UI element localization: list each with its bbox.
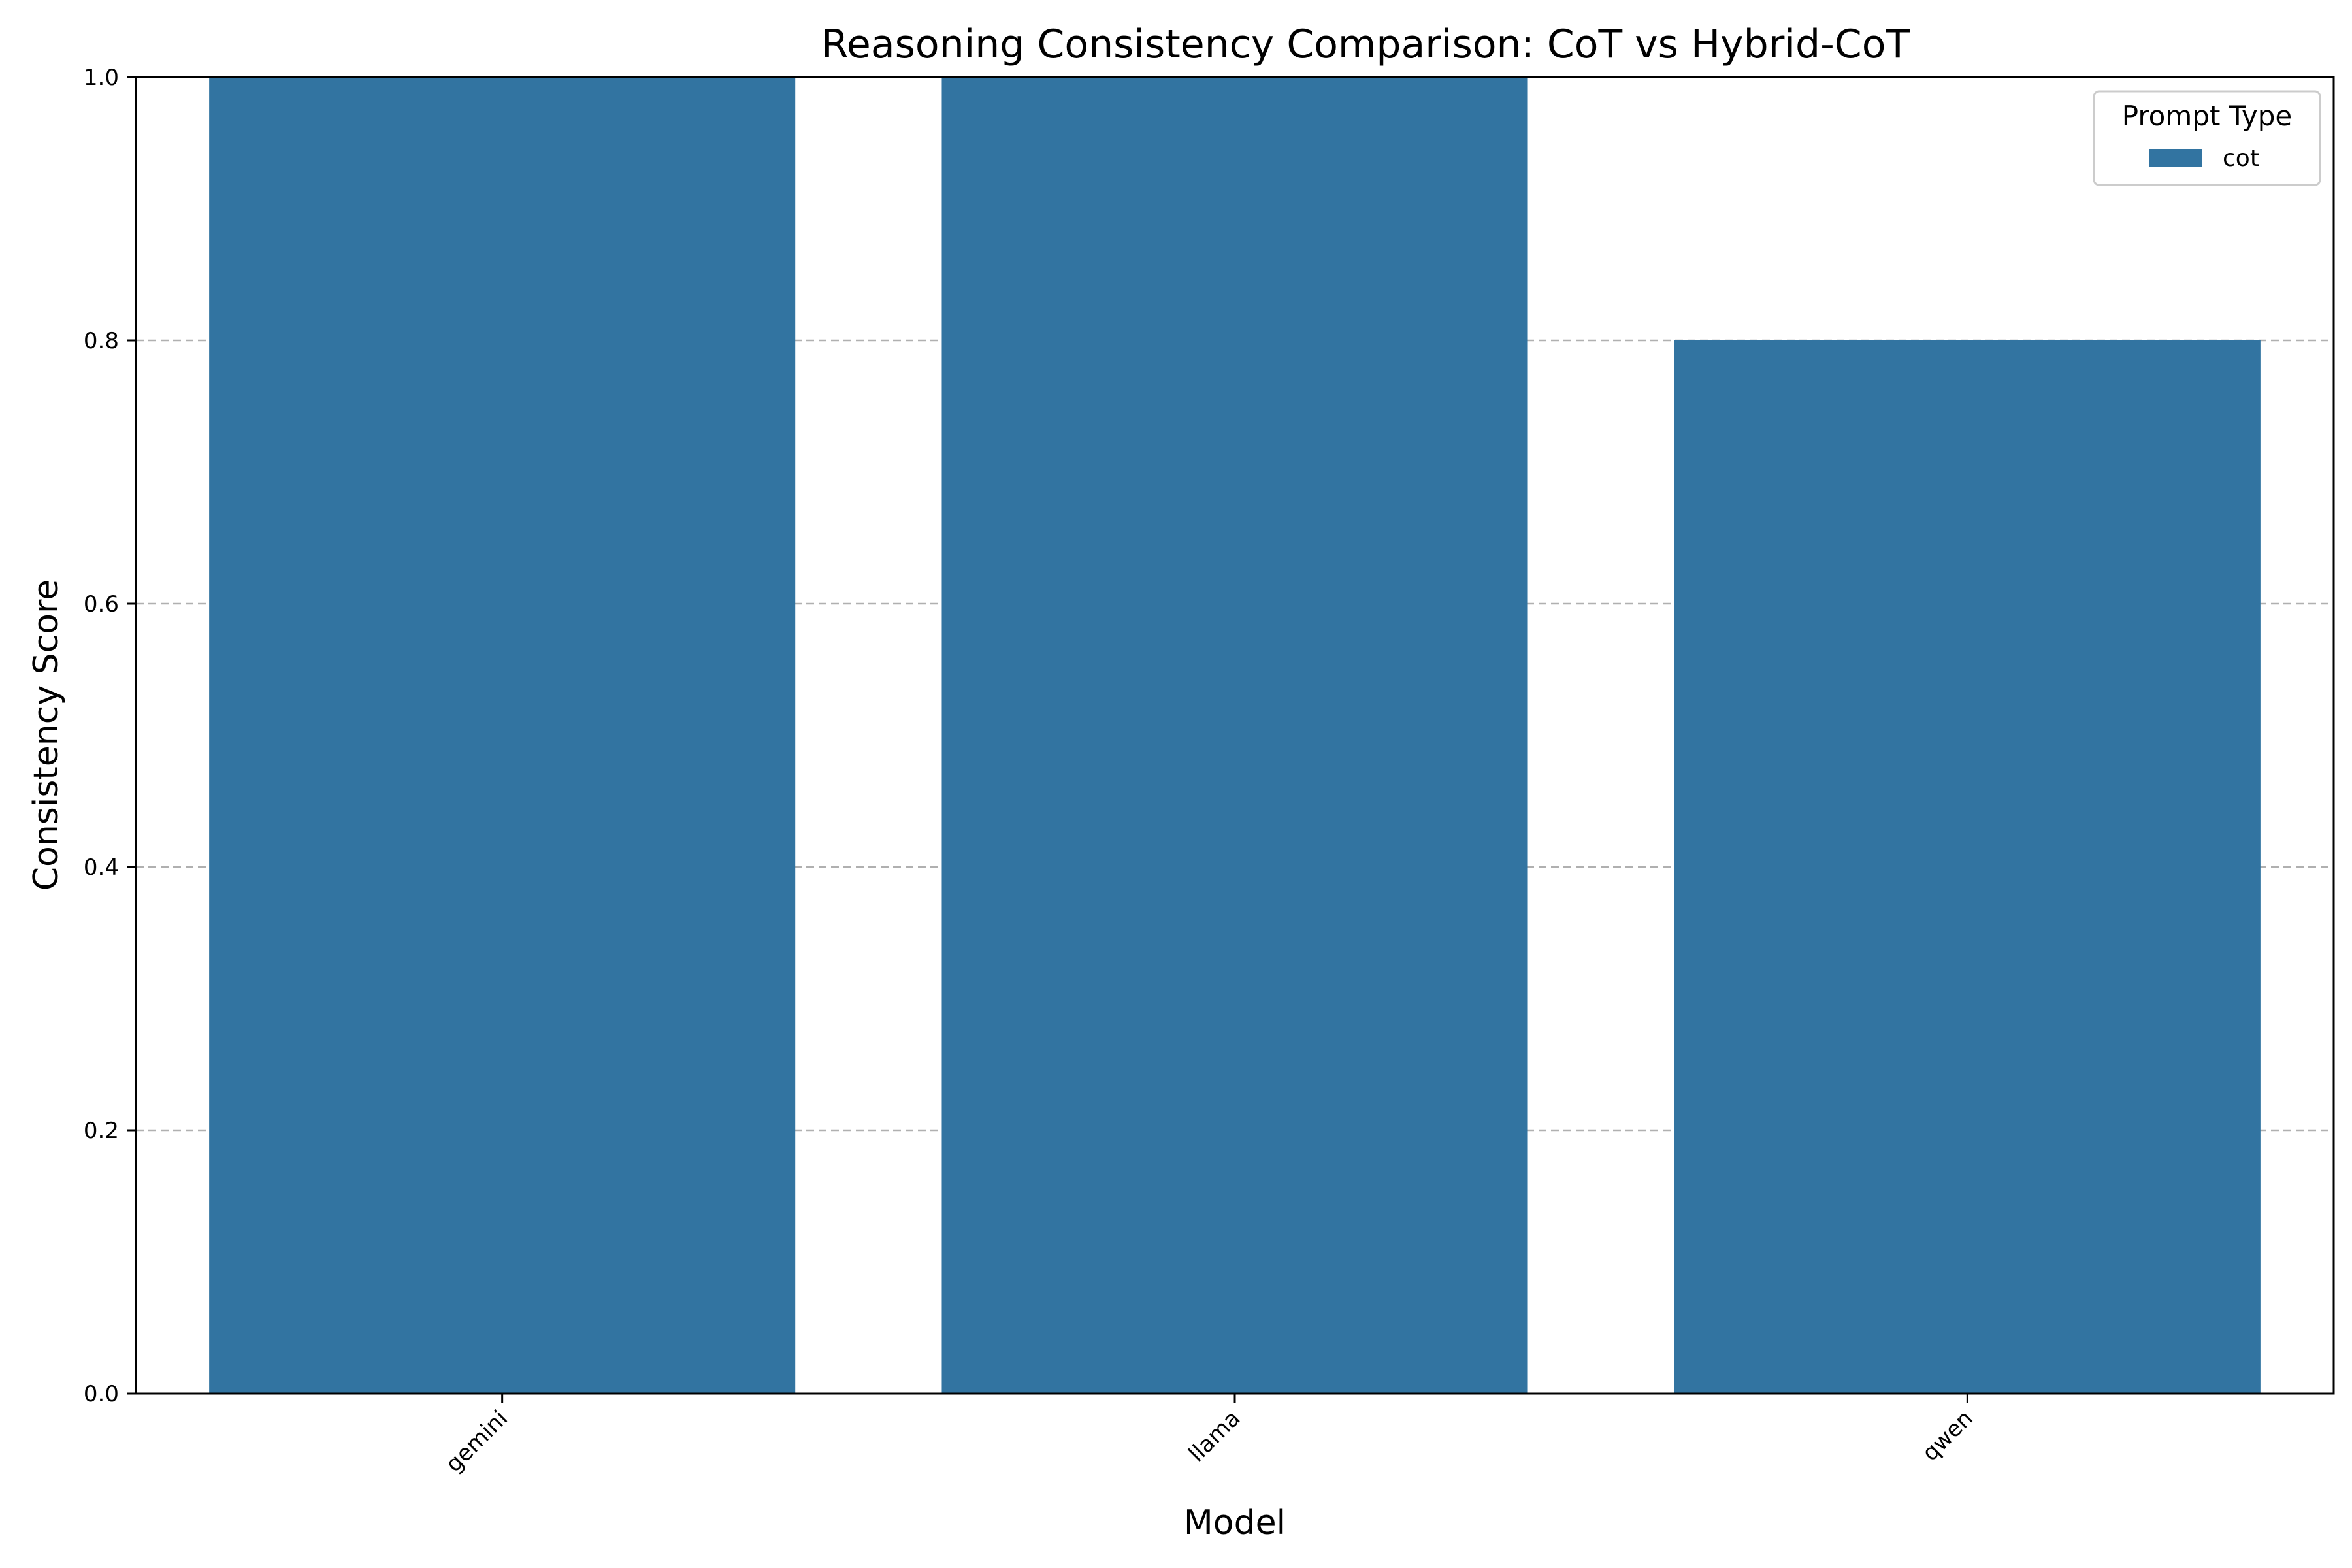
- y-tick-label: 1.0: [84, 65, 119, 91]
- y-axis: 0.0 0.2 0.4 0.6 0.8 1.0: [84, 65, 136, 1407]
- bar-cot-qwen: [1674, 340, 2261, 1394]
- chart-title: Reasoning Consistency Comparison: CoT vs…: [821, 22, 1910, 67]
- y-tick-label: 0.2: [84, 1118, 119, 1144]
- legend-label-cot: cot: [2223, 145, 2259, 172]
- y-axis-label: Consistency Score: [27, 580, 66, 891]
- x-axis-label: Model: [1184, 1503, 1286, 1543]
- y-tick-label: 0.6: [84, 591, 119, 617]
- bars: [209, 77, 2261, 1394]
- legend-title: Prompt Type: [2122, 100, 2293, 132]
- y-tick-label: 0.0: [84, 1381, 119, 1407]
- y-tick-label: 0.8: [84, 328, 119, 354]
- bar-cot-gemini: [209, 77, 796, 1394]
- legend: Prompt Type cot: [2093, 90, 2321, 186]
- y-tick-label: 0.4: [84, 855, 119, 881]
- bar-cot-llama: [941, 77, 1528, 1394]
- legend-swatch-cot: [2149, 149, 2202, 167]
